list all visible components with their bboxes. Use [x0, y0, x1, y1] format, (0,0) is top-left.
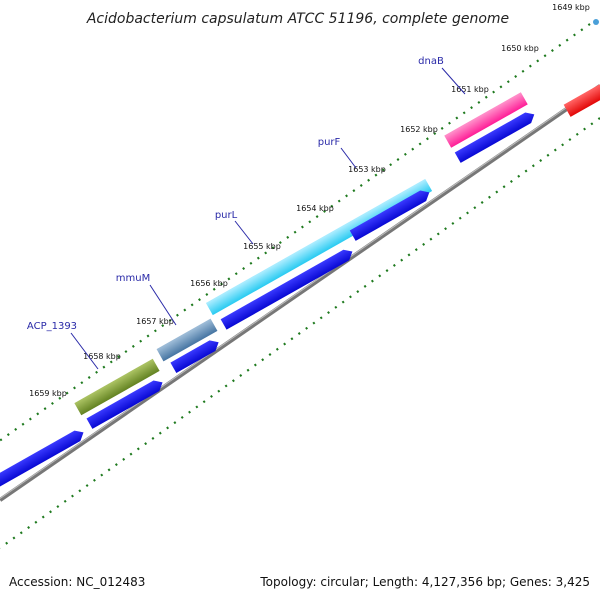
edge-feature-fragment: [593, 19, 599, 25]
gene-label-leader: [441, 67, 466, 95]
cds-arrow[interactable]: [86, 377, 165, 429]
gene-label-leader: [234, 220, 254, 245]
gene-dnaB-bar[interactable]: [444, 92, 528, 148]
topology-summary-text: Topology: circular; Length: 4,127,356 bp…: [259, 575, 590, 589]
gene-mmuM-bar[interactable]: [156, 318, 218, 362]
gene-label-mmuM[interactable]: mmuM: [116, 273, 150, 284]
gene-label-purL[interactable]: purL: [215, 210, 238, 221]
cds-arrow[interactable]: [220, 246, 356, 330]
tick-label: 1654 kbp: [296, 204, 334, 213]
genome-backbone: [0, 84, 600, 502]
map-title: Acidobacterium capsulatum ATCC 51196, co…: [86, 11, 509, 27]
tick-label: 1659 kbp: [29, 389, 67, 398]
gene-label-leader: [149, 284, 177, 326]
gene-label-leader: [70, 332, 99, 370]
gene-purF-purL-bar[interactable]: [205, 178, 433, 316]
outer-tick-ring: [0, 23, 591, 442]
gene-label-leader: [340, 147, 357, 169]
tick-label: 1653 kbp: [348, 165, 386, 174]
gene-right-feature-bar[interactable]: [563, 81, 600, 117]
tick-label: 1652 kbp: [400, 125, 438, 134]
tick-label: 1657 kbp: [136, 317, 174, 326]
map-area: 1649 kbp 1650 kbp 1651 kbp 1652 kbp 1653 kbp…: [0, 3, 600, 549]
cds-arrow[interactable]: [170, 337, 221, 374]
accession-text: Accession: NC_012483: [9, 575, 145, 589]
tick-label: 1650 kbp: [501, 44, 539, 53]
tick-label: 1651 kbp: [451, 85, 489, 94]
inner-tick-ring: [0, 117, 600, 549]
gene-label-dnaB[interactable]: dnaB: [418, 56, 444, 67]
genome-backbone-highlight: [0, 84, 600, 499]
gene-label-purF[interactable]: purF: [318, 137, 341, 148]
tick-label: 1656 kbp: [190, 279, 228, 288]
cds-arrow[interactable]: [454, 109, 538, 163]
cds-arrow[interactable]: [0, 427, 86, 487]
tick-label: 1649 kbp: [552, 3, 590, 12]
gene-label-ACP_1393[interactable]: ACP_1393: [27, 321, 77, 332]
gene-ACP_1393-bar[interactable]: [74, 358, 160, 416]
tick-label: 1655 kbp: [243, 242, 281, 251]
cds-arrow[interactable]: [349, 187, 433, 241]
tick-label: 1658 kbp: [83, 352, 121, 361]
